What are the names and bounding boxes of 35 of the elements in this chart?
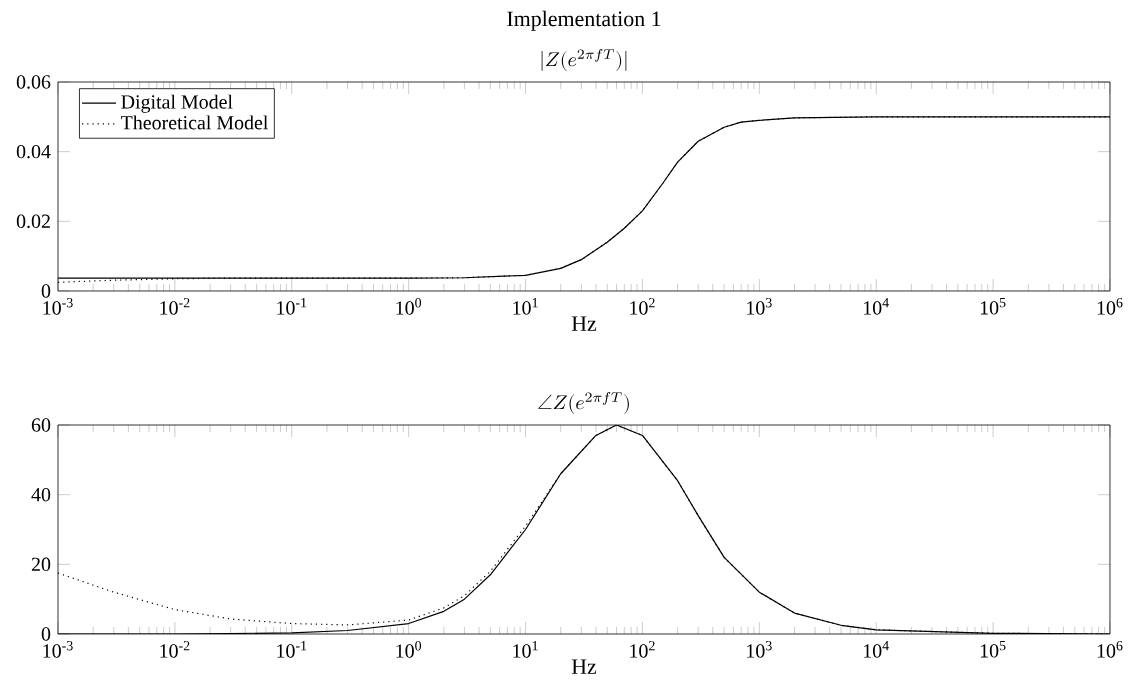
- x-tick-label: 10$^{6}$: [1097, 298, 1123, 315]
- x-axis-title: Hz: [571, 659, 597, 674]
- legend-label: Theoretical Model: [121, 115, 268, 130]
- x-tick-label: 10$^{4}$: [864, 641, 889, 658]
- x-tick-label: 10$^{2}$: [630, 641, 655, 658]
- x-tick-label: 10$^{5}$: [980, 298, 1006, 315]
- chart-subtitle: $|Z(e^{2\pi fT})|$: [541, 48, 627, 72]
- legend-label: Digital Model: [121, 94, 233, 113]
- y-tick-label: 0.04: [16, 144, 51, 159]
- chart-title: $\angle Z(e^{2\pi fT})$: [538, 392, 629, 415]
- x-tick-label: 10$^{4}$: [864, 298, 889, 315]
- y-tick-label: 0: [41, 284, 51, 298]
- x-tick-label: 10$^{2}$: [630, 298, 655, 315]
- x-tick-label: 10$^{0}$: [396, 298, 422, 315]
- y-tick-label: 0: [41, 627, 51, 641]
- x-tick-label: 10$^{3}$: [747, 298, 772, 315]
- y-tick-label: 20: [31, 557, 51, 572]
- x-tick-label: 10$^{-3}$: [43, 298, 73, 315]
- x-tick-label: 10$^{-1}$: [277, 298, 307, 315]
- chart-title: Implementation 1: [507, 10, 661, 31]
- x-tick-label: 10$^{5}$: [980, 641, 1006, 658]
- x-tick-label: 10$^{3}$: [747, 641, 772, 658]
- x-tick-label: 10$^{-2}$: [160, 641, 190, 658]
- x-axis-title: Hz: [571, 316, 597, 331]
- x-tick-label: 10$^{0}$: [396, 641, 422, 658]
- y-tick-label: 0.06: [16, 75, 51, 89]
- y-tick-label: 40: [31, 487, 51, 502]
- x-tick-label: 10$^{1}$: [513, 298, 538, 315]
- y-tick-label: 60: [31, 418, 51, 432]
- x-tick-label: 10$^{-3}$: [43, 641, 73, 658]
- x-tick-label: 10$^{1}$: [513, 641, 538, 658]
- y-tick-label: 0.02: [16, 214, 50, 229]
- x-tick-label: 10$^{-2}$: [160, 298, 190, 315]
- x-tick-label: 10$^{6}$: [1097, 641, 1123, 658]
- x-tick-label: 10$^{-1}$: [277, 641, 307, 658]
